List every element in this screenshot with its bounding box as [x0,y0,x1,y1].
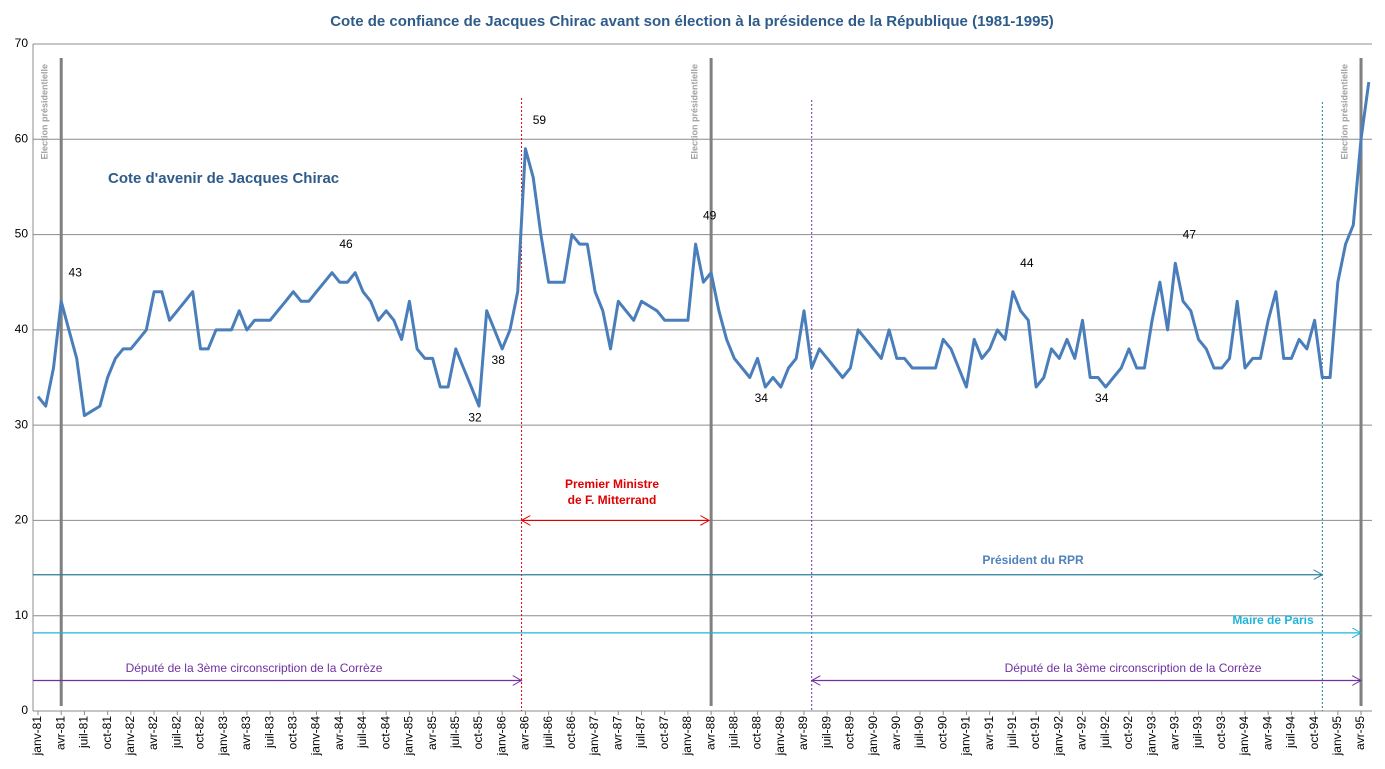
data-label: 59 [533,113,547,127]
data-label: 34 [1095,391,1109,405]
x-tick-label: avr-81 [53,716,67,750]
x-tick-label: oct-82 [193,716,207,750]
x-tick-label: juil-87 [634,716,648,749]
x-tick-label: oct-86 [564,716,578,750]
x-tick-label: janv-84 [309,716,323,757]
x-tick-label: oct-88 [750,716,764,750]
x-tick-label: oct-87 [657,716,671,750]
x-tick-label: janv-94 [1237,716,1251,757]
x-tick-label: janv-88 [680,716,694,757]
data-label: 43 [69,265,83,279]
x-tick-label: avr-94 [1260,716,1274,750]
data-label: 46 [339,237,353,251]
election-label: Election présidentielle [40,64,50,160]
x-tick-label: janv-92 [1051,716,1065,757]
x-tick-label: juil-89 [819,716,833,749]
x-tick-label: janv-89 [773,716,787,757]
x-tick-label: avr-93 [1168,716,1182,750]
x-tick-label: juil-82 [169,716,183,749]
x-tick-label: janv-82 [123,716,137,757]
data-label: 32 [468,410,482,424]
annotation-label: Président du RPR [982,553,1084,567]
data-label: 49 [703,208,717,222]
x-tick-label: janv-95 [1330,716,1344,757]
x-tick-label: janv-87 [587,716,601,757]
data-label: 47 [1183,227,1197,241]
x-tick-label: janv-86 [494,716,508,757]
x-tick-label: avr-82 [146,716,160,750]
x-tick-label: avr-92 [1075,716,1089,750]
x-tick-label: janv-93 [1144,716,1158,757]
y-tick-label: 30 [15,417,29,431]
x-tick-label: oct-93 [1214,716,1228,750]
x-tick-label: juil-84 [355,716,369,749]
annotation-label: de F. Mitterrand [568,493,657,507]
y-tick-label: 60 [15,131,29,145]
x-tick-label: juil-94 [1284,716,1298,749]
x-tick-label: juil-83 [262,716,276,749]
x-tick-label: avr-90 [889,716,903,750]
election-label: Election présidentielle [689,64,699,160]
x-tick-label: janv-81 [30,716,44,757]
y-tick-label: 20 [15,513,29,527]
x-tick-label: oct-90 [935,716,949,750]
x-tick-label: oct-84 [378,716,392,750]
y-tick-label: 0 [21,703,28,717]
series-line [36,81,1371,418]
y-tick-label: 40 [15,322,29,336]
x-tick-label: juil-86 [541,716,555,749]
annotation-label: Maire de Paris [1232,613,1314,627]
y-tick-label: 50 [15,227,29,241]
x-tick-label: avr-83 [239,716,253,750]
x-tick-label: janv-85 [402,716,416,757]
x-tick-label: avr-91 [982,716,996,750]
x-tick-label: juil-91 [1005,716,1019,749]
x-tick-label: avr-89 [796,716,810,750]
data-label: 38 [492,353,506,367]
series-label: Cote d'avenir de Jacques Chirac [108,170,339,187]
y-tick-label: 10 [15,608,29,622]
x-tick-label: janv-91 [959,716,973,757]
x-tick-label: janv-90 [866,716,880,757]
x-tick-label: oct-89 [843,716,857,750]
election-label: Election présidentielle [1339,64,1349,160]
x-tick-label: oct-83 [285,716,299,750]
x-tick-label: oct-85 [471,716,485,750]
x-tick-label: janv-83 [216,716,230,757]
annotation-label: Député de la 3ème circonscription de la … [1005,661,1262,675]
x-tick-label: oct-81 [100,716,114,750]
annotation-label: Député de la 3ème circonscription de la … [126,661,383,675]
y-tick-label: 70 [15,36,29,50]
x-tick-label: juil-92 [1098,716,1112,749]
x-tick-label: juil-90 [912,716,926,749]
x-tick-label: juil-85 [448,716,462,749]
x-tick-label: avr-85 [425,716,439,750]
x-tick-label: juil-88 [727,716,741,749]
data-label: 44 [1020,256,1034,270]
x-tick-label: avr-84 [332,716,346,750]
x-tick-label: oct-94 [1307,716,1321,750]
x-tick-label: oct-91 [1028,716,1042,750]
x-tick-label: avr-95 [1353,716,1367,750]
x-tick-label: avr-86 [518,716,532,750]
annotation-label: Premier Ministre [565,477,659,491]
data-label: 34 [755,391,769,405]
x-tick-label: oct-92 [1121,716,1135,750]
x-tick-label: avr-88 [703,716,717,750]
x-tick-label: avr-87 [610,716,624,750]
x-tick-label: juil-93 [1191,716,1205,749]
chart-title: Cote de confiance de Jacques Chirac avan… [330,13,1054,30]
x-tick-label: juil-81 [77,716,91,749]
